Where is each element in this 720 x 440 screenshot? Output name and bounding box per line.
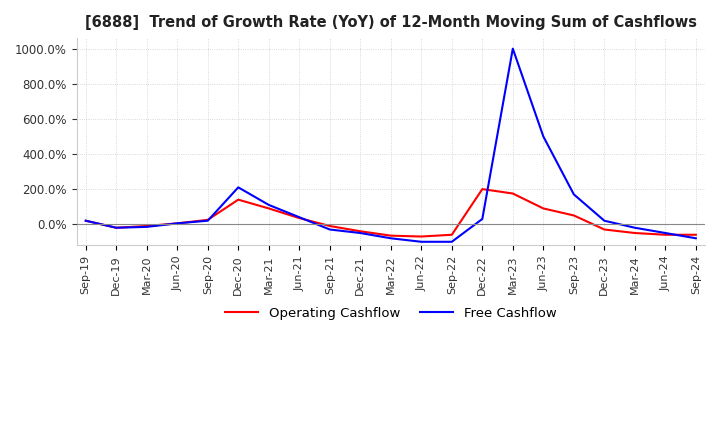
Line: Operating Cashflow: Operating Cashflow [86, 189, 696, 237]
Free Cashflow [234, 185, 243, 190]
Free Cashflow [325, 227, 334, 232]
Operating Cashflow [508, 191, 517, 196]
Operating Cashflow [631, 231, 639, 236]
Operating Cashflow [143, 224, 151, 229]
Free Cashflow [478, 216, 487, 222]
Free Cashflow [143, 224, 151, 230]
Free Cashflow [448, 239, 456, 245]
Operating Cashflow [570, 213, 578, 218]
Free Cashflow [81, 218, 90, 224]
Operating Cashflow [112, 225, 120, 231]
Operating Cashflow [264, 206, 273, 211]
Operating Cashflow [478, 187, 487, 192]
Free Cashflow [539, 134, 548, 139]
Operating Cashflow [448, 232, 456, 238]
Legend: Operating Cashflow, Free Cashflow: Operating Cashflow, Free Cashflow [220, 302, 562, 326]
Operating Cashflow [234, 197, 243, 202]
Free Cashflow [417, 239, 426, 245]
Operating Cashflow [387, 233, 395, 238]
Operating Cashflow [539, 206, 548, 211]
Free Cashflow [112, 225, 120, 231]
Title: [6888]  Trend of Growth Rate (YoY) of 12-Month Moving Sum of Cashflows: [6888] Trend of Growth Rate (YoY) of 12-… [85, 15, 697, 30]
Free Cashflow [691, 236, 700, 241]
Operating Cashflow [81, 218, 90, 224]
Free Cashflow [204, 218, 212, 224]
Operating Cashflow [417, 234, 426, 239]
Free Cashflow [600, 218, 608, 224]
Free Cashflow [631, 225, 639, 231]
Free Cashflow [356, 231, 364, 236]
Free Cashflow [295, 215, 304, 220]
Operating Cashflow [691, 232, 700, 238]
Operating Cashflow [295, 216, 304, 221]
Free Cashflow [661, 231, 670, 236]
Free Cashflow [387, 236, 395, 241]
Free Cashflow [570, 192, 578, 197]
Free Cashflow [508, 46, 517, 51]
Operating Cashflow [325, 224, 334, 229]
Operating Cashflow [173, 221, 181, 226]
Operating Cashflow [600, 227, 608, 232]
Operating Cashflow [661, 232, 670, 238]
Free Cashflow [264, 202, 273, 208]
Operating Cashflow [204, 217, 212, 223]
Free Cashflow [173, 221, 181, 226]
Line: Free Cashflow: Free Cashflow [86, 49, 696, 242]
Operating Cashflow [356, 229, 364, 234]
